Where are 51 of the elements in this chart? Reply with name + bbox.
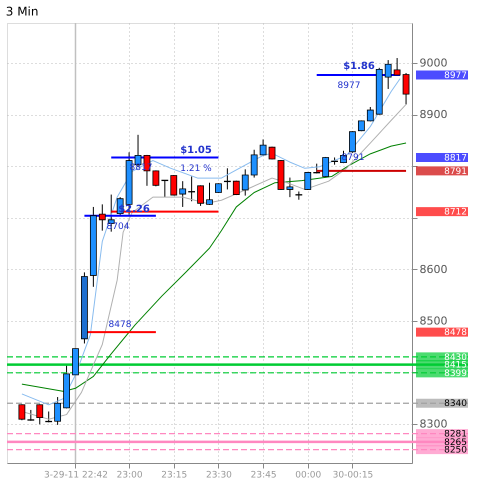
- candlestick: [384, 60, 392, 90]
- annotation: $1.05: [180, 145, 212, 156]
- chart-title: 3 Min: [6, 4, 38, 18]
- ref-line-label: 8250: [444, 446, 468, 456]
- text: 8977: [444, 71, 467, 82]
- candlestick: [161, 180, 168, 198]
- candlestick: [197, 184, 204, 206]
- candlestick: [304, 171, 312, 190]
- x-tick-label: 3-29-11 22:42: [44, 470, 108, 480]
- x-tick-label: 23:45: [250, 470, 277, 480]
- candlestick: [250, 149, 258, 178]
- x-tick-label: 23:30: [206, 470, 232, 480]
- candlestick: [268, 146, 276, 160]
- candlestick: [98, 204, 106, 232]
- line-series: [21, 142, 407, 392]
- candlestick: [366, 106, 374, 122]
- candlestick: [313, 163, 320, 174]
- annotation: $1.86: [343, 61, 375, 72]
- series-label: 8977: [338, 81, 360, 91]
- candlestick: [349, 130, 356, 154]
- y-tick-label: 9000: [420, 56, 448, 70]
- x-tick-label: 00:00: [295, 470, 322, 480]
- y-tick-label: 8600: [420, 262, 448, 276]
- candlestick: [402, 72, 410, 105]
- candlestick: [260, 138, 267, 156]
- x-tick-label: 23:15: [161, 470, 188, 480]
- ref-line-label: 8399: [444, 368, 468, 379]
- candlestick: [179, 180, 186, 208]
- y-tick-label: 8500: [420, 314, 448, 328]
- text: 8791: [444, 166, 467, 177]
- x-tick-label: 23:00: [116, 470, 143, 480]
- candlestick: [394, 58, 401, 76]
- text: 8817: [444, 153, 467, 164]
- text: 8712: [444, 208, 467, 218]
- text: 8478: [444, 328, 468, 338]
- candlestick: [232, 180, 240, 196]
- candlestick: [206, 182, 213, 206]
- y-tick-label: 8900: [420, 108, 448, 122]
- candlestick: [152, 170, 160, 187]
- candlestick: [54, 396, 62, 426]
- candlestick: [18, 404, 26, 421]
- y-tick-label: 8300: [420, 417, 448, 430]
- annotation: $2.26: [118, 204, 150, 215]
- ref-line-label: 8340: [444, 399, 468, 410]
- candlestick: [36, 404, 44, 425]
- candlestick: [242, 168, 249, 196]
- candlestick: [286, 177, 294, 198]
- annotation: 1.21 %: [180, 164, 212, 174]
- x-tick-label: 30-00:15: [332, 470, 374, 480]
- series-label: 8478: [108, 320, 132, 330]
- candlestick: [188, 176, 196, 202]
